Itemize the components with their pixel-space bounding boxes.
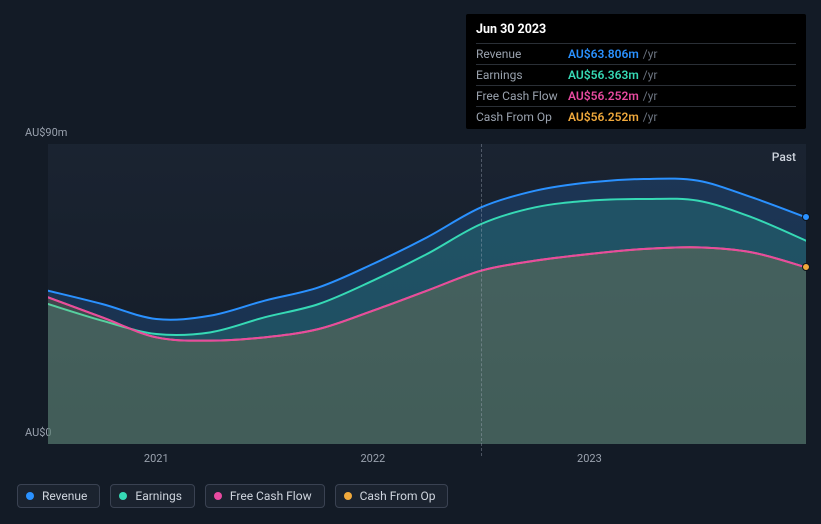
- legend-swatch: [119, 492, 127, 500]
- tooltip-date: Jun 30 2023: [476, 20, 796, 43]
- tooltip-unit: /yr: [643, 89, 658, 103]
- chart-plot-area[interactable]: Past: [48, 144, 806, 444]
- past-label: Past: [772, 150, 796, 164]
- tooltip-row: Revenue AU$63.806m /yr: [476, 43, 796, 64]
- legend-swatch: [26, 492, 34, 500]
- tooltip-unit: /yr: [643, 47, 658, 61]
- tooltip-row: Cash From Op AU$56.252m /yr: [476, 106, 796, 127]
- series-end-marker: [802, 213, 810, 221]
- legend-label: Revenue: [42, 489, 87, 503]
- tooltip-row: Earnings AU$56.363m /yr: [476, 64, 796, 85]
- x-tick: 2021: [144, 452, 169, 465]
- tooltip-row: Free Cash Flow AU$56.252m /yr: [476, 85, 796, 106]
- area-chart-svg: [48, 144, 806, 444]
- y-axis-max-label: AU$90m: [25, 126, 67, 139]
- legend-item-revenue[interactable]: Revenue: [17, 484, 100, 508]
- series-end-marker: [802, 263, 810, 271]
- tooltip-label: Cash From Op: [476, 110, 568, 124]
- hover-guide-line: [481, 144, 482, 456]
- tooltip-unit: /yr: [643, 110, 658, 124]
- legend-swatch: [214, 492, 222, 500]
- tooltip-unit: /yr: [643, 68, 658, 82]
- chart-legend: Revenue Earnings Free Cash Flow Cash Fro…: [17, 484, 448, 508]
- tooltip-value: AU$56.363m: [568, 68, 639, 82]
- chart-tooltip: Jun 30 2023 Revenue AU$63.806m /yr Earni…: [466, 14, 806, 129]
- legend-swatch: [344, 492, 352, 500]
- tooltip-label: Earnings: [476, 68, 568, 82]
- legend-item-free-cash-flow[interactable]: Free Cash Flow: [205, 484, 325, 508]
- x-tick: 2023: [577, 452, 602, 465]
- legend-label: Earnings: [135, 489, 182, 503]
- tooltip-label: Revenue: [476, 47, 568, 61]
- x-tick: 2022: [360, 452, 385, 465]
- legend-item-earnings[interactable]: Earnings: [110, 484, 195, 508]
- tooltip-value: AU$63.806m: [568, 47, 639, 61]
- tooltip-value: AU$56.252m: [568, 110, 639, 124]
- legend-item-cash-from-op[interactable]: Cash From Op: [335, 484, 449, 508]
- legend-label: Free Cash Flow: [230, 489, 312, 503]
- legend-label: Cash From Op: [360, 489, 436, 503]
- tooltip-label: Free Cash Flow: [476, 89, 568, 103]
- tooltip-value: AU$56.252m: [568, 89, 639, 103]
